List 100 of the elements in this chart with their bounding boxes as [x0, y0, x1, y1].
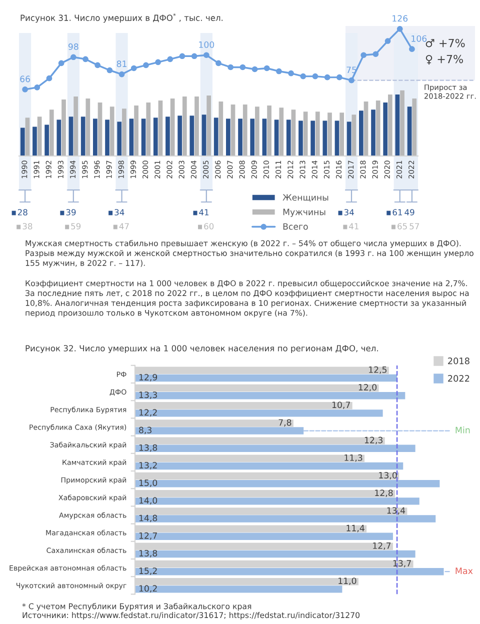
text: ♀ +7%: [426, 54, 463, 64]
point: [276, 68, 282, 74]
point: [372, 51, 379, 58]
bar: [358, 110, 364, 156]
bar: [135, 462, 404, 470]
bar: [364, 102, 368, 156]
data-label: 41: [199, 209, 209, 216]
point: [409, 46, 415, 52]
bar: [80, 116, 86, 156]
data-label: 81: [116, 60, 126, 68]
data-label: 15,2: [139, 568, 157, 575]
bar: [117, 122, 122, 156]
data-label: 12,8: [375, 490, 393, 497]
bar: [135, 374, 398, 382]
point: [106, 67, 113, 74]
bar: [400, 90, 404, 156]
legend-label: Всего: [283, 223, 308, 230]
bar: [153, 118, 158, 156]
point: [130, 65, 137, 72]
bar: [129, 118, 134, 156]
bar: [135, 532, 393, 540]
data-label: 100: [199, 41, 214, 48]
bar: [267, 106, 272, 156]
data-label: 11,0: [338, 578, 356, 585]
bar: [141, 118, 146, 156]
annotation: Min: [456, 426, 470, 434]
point: [228, 64, 234, 70]
point: [191, 53, 198, 60]
bar: [62, 100, 66, 156]
bar: [158, 100, 163, 156]
bar: [255, 106, 260, 156]
point: [324, 74, 330, 80]
bar: [56, 120, 62, 156]
bar: [122, 108, 126, 156]
chart-title: Рисунок 31. Число умерших в ДФО$^{*}$ , тыс. чел.: [20, 13, 223, 23]
data-label: 14,0: [139, 497, 158, 505]
bar: [135, 410, 383, 417]
bar: [98, 102, 102, 156]
bar: [105, 120, 110, 156]
bar: [135, 480, 440, 488]
data-label: 49: [404, 209, 414, 216]
bar: [25, 118, 30, 156]
data-label: 38: [22, 223, 32, 230]
legend-label: 2018: [448, 358, 470, 364]
data-label: 15,0: [139, 480, 158, 487]
bar: [291, 110, 296, 156]
bar: [238, 118, 242, 156]
data-label: 13,8: [139, 444, 158, 452]
legend-label: Женщины: [282, 194, 328, 202]
data-label: 13,3: [139, 392, 157, 399]
data-label: 12,5: [369, 366, 386, 374]
point: [34, 84, 40, 90]
data-label: 7,8: [278, 419, 292, 427]
bar: [383, 102, 388, 156]
point: [264, 65, 270, 72]
data-label: 12,3: [364, 436, 382, 444]
point: [252, 66, 258, 72]
data-label: 98: [68, 43, 78, 50]
bar: [86, 98, 90, 156]
bar: [194, 96, 199, 156]
point: [155, 59, 161, 66]
data-label: 61: [392, 209, 402, 216]
bar: [346, 122, 352, 156]
bar: [44, 124, 49, 156]
data-label: 13,4: [387, 507, 406, 515]
bar: [310, 120, 315, 156]
point: [300, 73, 306, 80]
bar: [68, 116, 74, 156]
bar: [135, 444, 416, 452]
bar: [135, 498, 420, 505]
data-label: 14,8: [139, 514, 158, 522]
data-label: 34: [344, 209, 354, 216]
data-label: 65: [398, 223, 407, 230]
data-label: 106: [412, 35, 427, 42]
data-label: 12,0: [358, 384, 377, 392]
bar: [407, 106, 412, 156]
bar: [262, 118, 267, 156]
data-label: 12,7: [139, 532, 157, 540]
point: [46, 75, 52, 82]
bar: [352, 114, 356, 156]
data-label: 12,7: [373, 542, 391, 550]
data-label: 41: [349, 223, 358, 230]
data-label: 28: [18, 209, 28, 216]
bar: [218, 102, 224, 156]
point: [348, 77, 354, 84]
chart-title: Рисунок 32. Число умерших на 1 000 человек населения по регионам ДФО, чел.: [26, 345, 378, 354]
data-label: 66: [20, 76, 30, 82]
bar: [146, 102, 151, 156]
data-label: 12,9: [139, 374, 158, 382]
bar: [190, 116, 194, 156]
bar: [279, 108, 284, 156]
data-label: 59: [71, 223, 81, 230]
point: [216, 60, 222, 66]
bar: [214, 118, 218, 156]
bar: [178, 116, 182, 156]
bar: [135, 392, 406, 400]
bar: [206, 95, 212, 156]
point: [179, 53, 186, 60]
bar: [134, 106, 138, 156]
bar: [74, 96, 78, 156]
